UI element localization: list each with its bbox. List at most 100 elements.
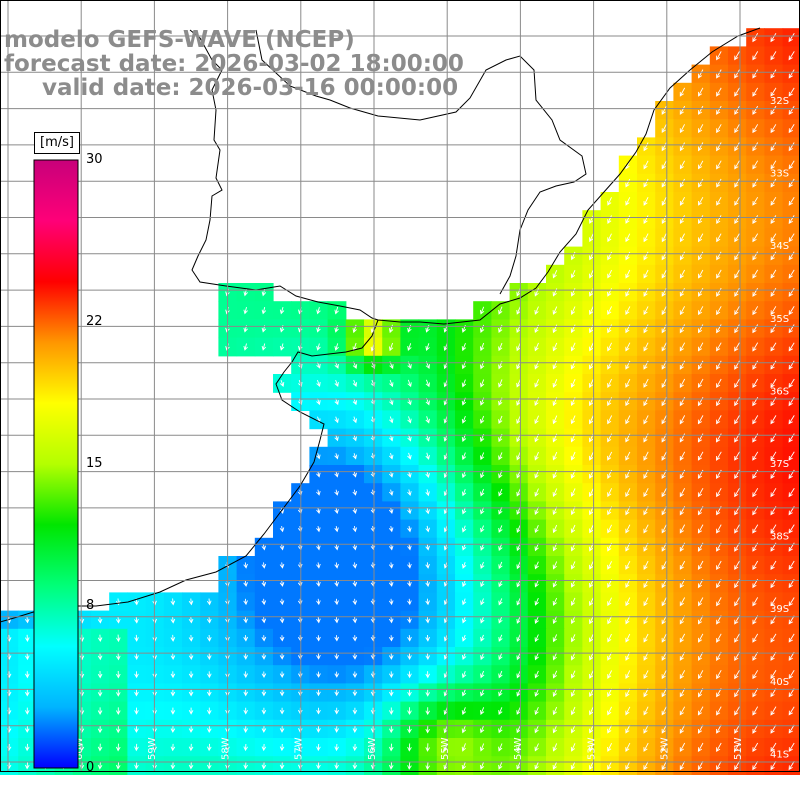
wind-arrow	[752, 415, 759, 425]
wind-arrow	[661, 324, 667, 334]
wind-arrow	[734, 487, 740, 498]
wind-arrow	[661, 342, 667, 352]
wind-arrow	[607, 233, 612, 243]
wind-arrow	[752, 378, 759, 388]
wind-arrow	[97, 689, 103, 697]
wind-arrow	[279, 306, 285, 315]
wind-arrow	[661, 105, 667, 115]
wind-arrow	[334, 743, 339, 752]
colorbar-tick-label: 15	[86, 456, 103, 471]
wind-arrow	[770, 69, 777, 79]
longitude-label: 59W	[147, 737, 158, 760]
wind-arrow	[625, 724, 631, 734]
wind-arrow	[25, 689, 30, 697]
wind-arrow	[570, 415, 576, 425]
wind-arrow	[679, 178, 685, 188]
wind-arrow	[552, 652, 558, 661]
wind-arrow	[625, 233, 631, 243]
wind-arrow	[788, 105, 795, 115]
wind-arrow	[788, 196, 795, 206]
wind-arrow	[461, 525, 467, 533]
wind-arrow	[788, 287, 795, 297]
wind-arrow	[279, 689, 285, 697]
wind-arrow	[788, 360, 795, 370]
wind-arrow	[388, 507, 394, 515]
wind-arrow	[498, 598, 503, 606]
wind-arrow	[716, 633, 722, 643]
wind-arrow	[643, 287, 649, 297]
wind-arrow	[334, 544, 339, 551]
wind-arrow	[716, 105, 722, 115]
wind-arrow	[679, 706, 686, 716]
wind-arrow	[516, 707, 521, 715]
wind-arrow	[316, 562, 321, 569]
wind-arrow	[389, 416, 394, 424]
wind-arrow	[589, 561, 594, 570]
wind-arrow	[188, 707, 194, 715]
wind-arrow	[134, 762, 139, 770]
wind-arrow	[588, 342, 594, 352]
wind-arrow	[607, 706, 613, 716]
wind-arrow	[334, 635, 340, 642]
wind-arrow	[643, 251, 649, 261]
wind-arrow	[243, 306, 248, 315]
wind-arrow	[352, 526, 358, 533]
wind-arrow	[534, 652, 539, 661]
wind-arrow	[625, 706, 631, 716]
wind-arrow	[788, 633, 795, 643]
wind-arrow	[679, 324, 686, 334]
wind-arrow	[643, 269, 649, 279]
wind-arrow	[788, 124, 795, 134]
wind-arrow	[334, 507, 339, 515]
wind-arrow	[480, 598, 485, 606]
wind-arrow	[770, 105, 777, 115]
wind-arrow	[716, 306, 722, 316]
wind-arrow	[316, 306, 321, 315]
wind-arrow	[461, 415, 467, 424]
wind-arrow	[679, 269, 685, 279]
wind-arrow	[461, 379, 467, 388]
wind-arrow	[643, 196, 649, 206]
wind-arrow	[679, 670, 686, 680]
wind-arrow	[407, 379, 412, 388]
wind-arrow	[261, 306, 267, 315]
wind-arrow	[752, 706, 759, 716]
wind-arrow	[498, 743, 503, 752]
wind-arrow	[334, 416, 339, 424]
wind-arrow	[734, 706, 740, 716]
wind-arrow	[752, 160, 759, 170]
wind-arrow	[716, 233, 722, 243]
wind-arrow	[643, 378, 649, 388]
wind-arrow	[480, 525, 485, 533]
wind-arrow	[752, 306, 759, 316]
wind-arrow	[79, 671, 85, 679]
wind-arrow	[206, 743, 212, 752]
wind-arrow	[334, 689, 339, 697]
wind-arrow	[716, 669, 722, 680]
wind-arrow	[498, 761, 503, 770]
wind-arrow	[352, 762, 358, 770]
wind-arrow	[206, 616, 212, 624]
wind-arrow	[316, 635, 321, 642]
wind-arrow	[788, 251, 795, 261]
wind-arrow	[770, 360, 777, 370]
wind-arrow	[461, 452, 467, 461]
wind-arrow	[516, 670, 521, 679]
wind-arrow	[461, 761, 466, 770]
wind-arrow	[425, 616, 430, 624]
wind-arrow	[589, 706, 594, 716]
wind-arrow	[716, 324, 722, 334]
wind-arrow	[407, 761, 412, 770]
wind-arrow	[261, 743, 267, 752]
wind-arrow	[498, 306, 503, 315]
wind-arrow	[679, 360, 686, 370]
wind-arrow	[425, 525, 430, 533]
wind-arrow	[625, 742, 631, 752]
wind-arrow	[698, 160, 704, 170]
wind-arrow	[534, 616, 539, 624]
wind-arrow	[589, 524, 594, 534]
wind-arrow	[334, 707, 339, 715]
wind-arrow	[570, 270, 576, 279]
wind-arrow	[388, 562, 394, 569]
wind-arrow	[498, 707, 503, 715]
